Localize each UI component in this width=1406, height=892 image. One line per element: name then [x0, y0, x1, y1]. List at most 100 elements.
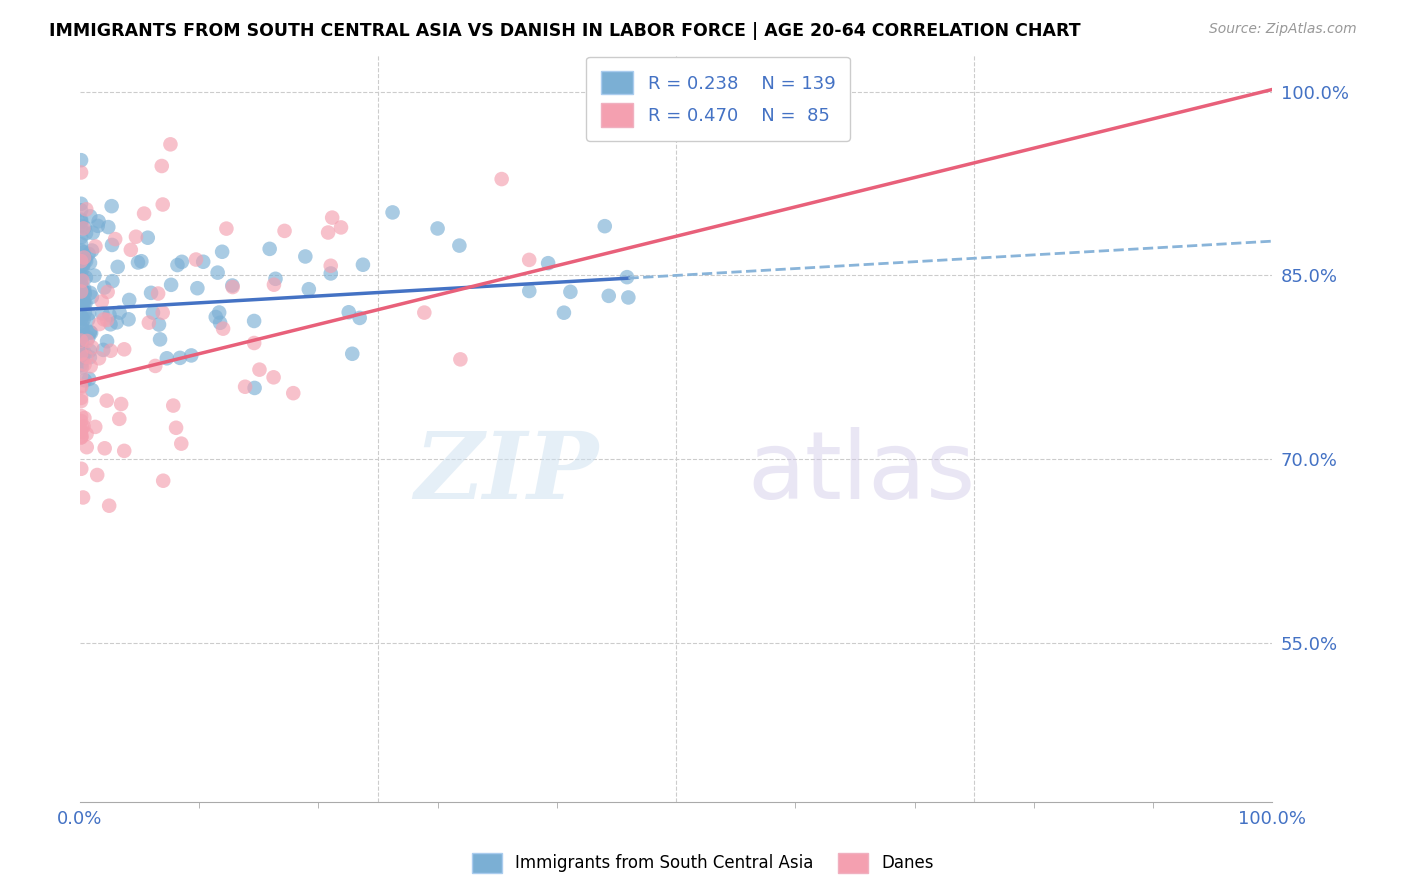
Point	[70, 430, 93, 444]
Point	[150, 159, 173, 173]
Point	[72, 274, 94, 288]
Point	[598, 289, 620, 303]
Point	[75, 254, 97, 268]
Point	[70, 394, 93, 409]
Point	[617, 290, 640, 304]
Point	[337, 305, 360, 319]
Point	[125, 229, 148, 244]
Point	[70, 425, 93, 439]
Point	[142, 305, 165, 319]
Point	[152, 197, 174, 211]
Point	[294, 250, 316, 264]
Point	[186, 281, 208, 295]
Point	[184, 252, 207, 267]
Point	[72, 257, 94, 271]
Point	[70, 230, 93, 244]
Point	[97, 285, 120, 299]
Point	[243, 381, 266, 395]
Point	[105, 315, 128, 329]
Point	[77, 307, 100, 321]
Point	[73, 358, 96, 372]
Point	[243, 336, 266, 351]
Point	[165, 421, 187, 435]
Point	[127, 255, 149, 269]
Point	[70, 317, 93, 331]
Point	[98, 308, 121, 322]
Point	[148, 318, 170, 332]
Point	[166, 258, 188, 272]
Point	[70, 358, 93, 372]
Point	[77, 372, 100, 386]
Point	[107, 260, 129, 274]
Point	[79, 325, 101, 339]
Point	[70, 423, 93, 437]
Point	[100, 343, 122, 358]
Point	[70, 203, 93, 218]
Point	[259, 242, 281, 256]
Point	[79, 359, 101, 374]
Point	[75, 270, 97, 285]
Point	[616, 270, 638, 285]
Point	[70, 353, 93, 368]
Point	[70, 360, 93, 375]
Point	[70, 290, 93, 304]
Point	[80, 290, 103, 304]
Point	[70, 380, 93, 394]
Point	[70, 322, 93, 336]
Point	[70, 329, 93, 343]
Point	[138, 316, 160, 330]
Point	[70, 287, 93, 301]
Point	[243, 314, 266, 328]
Point	[149, 332, 172, 346]
Point	[70, 333, 93, 347]
Point	[381, 205, 404, 219]
Point	[517, 284, 540, 298]
Point	[70, 263, 93, 277]
Point	[108, 412, 131, 426]
Point	[70, 212, 93, 227]
Point	[70, 391, 93, 405]
Point	[70, 244, 93, 258]
Point	[72, 419, 94, 434]
Point	[77, 247, 100, 261]
Point	[316, 226, 339, 240]
Point	[91, 307, 114, 321]
Point	[75, 226, 97, 240]
Point	[73, 411, 96, 425]
Point	[96, 393, 118, 408]
Point	[136, 230, 159, 244]
Point	[159, 137, 181, 152]
Point	[283, 386, 305, 401]
Point	[112, 443, 135, 458]
Point	[80, 326, 103, 340]
Point	[73, 296, 96, 310]
Point	[560, 285, 582, 299]
Point	[212, 321, 235, 335]
Point	[70, 153, 93, 168]
Point	[70, 271, 93, 285]
Point	[70, 429, 93, 443]
Point	[90, 294, 112, 309]
Point	[221, 278, 243, 293]
Point	[413, 305, 436, 319]
Point	[319, 267, 342, 281]
Point	[76, 426, 98, 441]
Point	[426, 221, 449, 235]
Point	[352, 258, 374, 272]
Point	[264, 272, 287, 286]
Point	[73, 306, 96, 320]
Point	[72, 284, 94, 298]
Point	[593, 219, 616, 234]
Point	[70, 255, 93, 269]
Point	[117, 312, 139, 326]
Point	[517, 252, 540, 267]
Point	[70, 282, 93, 296]
Point	[73, 345, 96, 359]
Point	[207, 266, 229, 280]
Point	[249, 362, 271, 376]
Point	[70, 196, 93, 211]
Point	[208, 305, 231, 319]
Point	[72, 293, 94, 307]
Point	[79, 326, 101, 340]
Point	[70, 430, 93, 444]
